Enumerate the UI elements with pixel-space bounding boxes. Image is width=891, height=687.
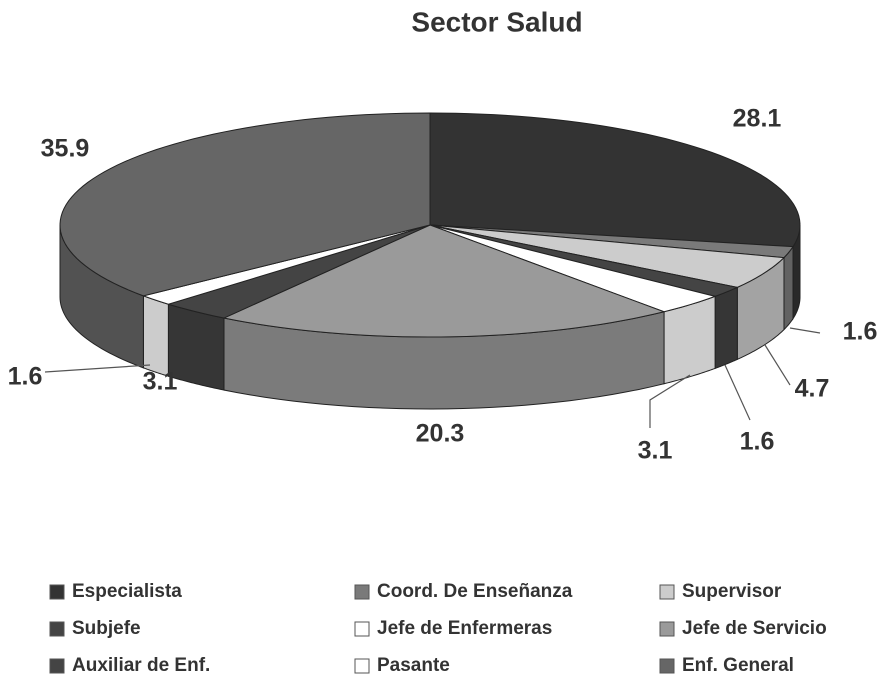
leader-line (764, 344, 791, 386)
legend-swatch (354, 584, 370, 600)
legend-swatch (659, 658, 675, 674)
data-label: 20.3 (416, 420, 465, 448)
data-label: 4.7 (795, 375, 830, 403)
legend-label: Coord. De Enseñanza (377, 581, 573, 602)
pie-side (783, 245, 794, 331)
leader-line (789, 327, 821, 334)
leader-line (649, 374, 691, 428)
pie-side (714, 286, 738, 370)
data-label: 3.1 (143, 368, 178, 396)
legend-label: Especialista (72, 581, 182, 602)
legend-label: Jefe de Servicio (682, 618, 827, 639)
legend-swatch (49, 621, 65, 637)
data-label: 1.6 (843, 318, 878, 346)
data-label: 3.1 (638, 437, 673, 465)
pie-slice (429, 224, 786, 288)
legend-swatch (49, 658, 65, 674)
pie-slice (222, 224, 666, 338)
legend-swatch (49, 584, 65, 600)
leader-line (724, 364, 751, 421)
legend-swatch (354, 621, 370, 637)
data-label: 28.1 (733, 105, 782, 133)
legend-label: Auxiliar de Enf. (72, 655, 210, 676)
chart-title: Sector Salud (411, 6, 582, 37)
legend-label: Subjefe (72, 618, 141, 639)
pie-slice (166, 224, 431, 319)
data-label: 35.9 (41, 135, 90, 163)
legend-swatch (659, 621, 675, 637)
legend-label: Pasante (377, 655, 450, 676)
pie-side (142, 295, 169, 377)
pie-slice (59, 112, 431, 297)
legend-label: Jefe de Enfermeras (377, 618, 552, 639)
legend-label: Supervisor (682, 581, 782, 602)
leader-line (44, 364, 151, 373)
data-label: 1.6 (740, 428, 775, 456)
pie-slice (429, 224, 717, 313)
data-label: 1.6 (8, 363, 43, 391)
legend-swatch (354, 658, 370, 674)
pie-slice (429, 112, 801, 248)
legend-label: Enf. General (682, 655, 794, 676)
legend-swatch (659, 584, 675, 600)
